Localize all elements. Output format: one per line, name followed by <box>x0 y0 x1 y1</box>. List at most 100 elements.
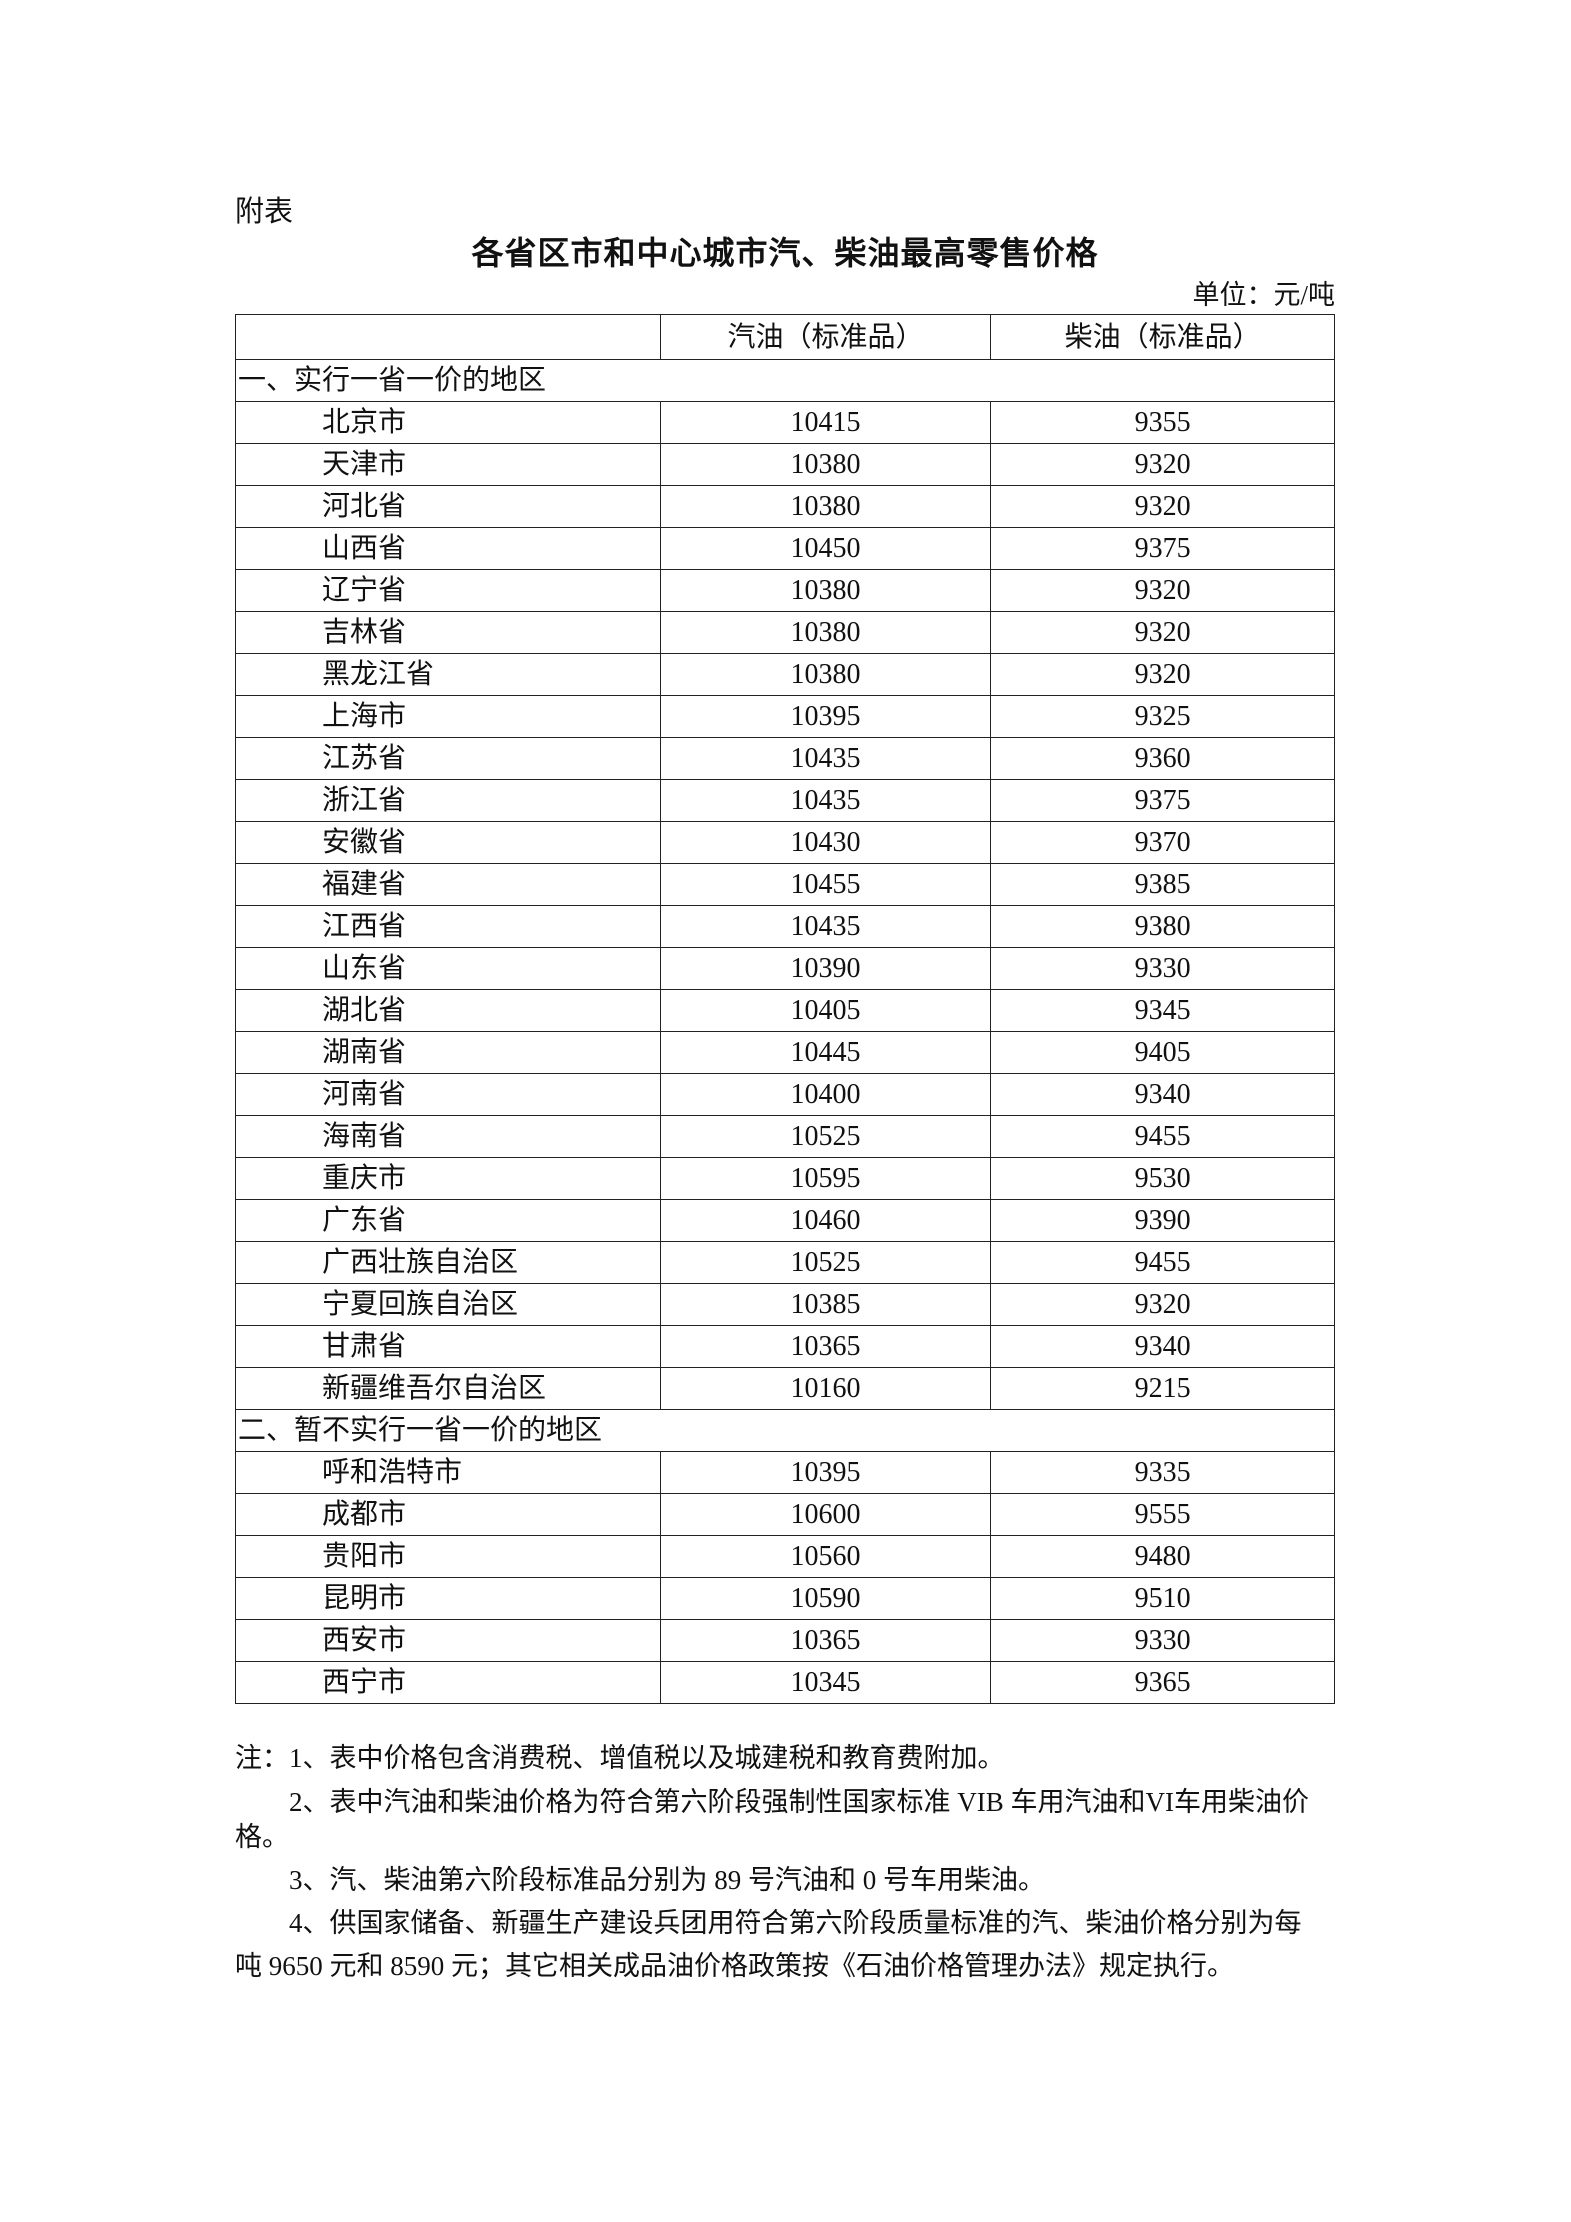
table-row: 江西省 10435 9380 <box>235 905 1335 948</box>
diesel-price: 9320 <box>990 611 1335 654</box>
diesel-price: 9370 <box>990 821 1335 864</box>
section-label: 一、实行一省一价的地区 <box>235 359 1335 402</box>
region-name: 河北省 <box>235 485 661 528</box>
region-name: 海南省 <box>235 1115 661 1158</box>
region-name: 甘肃省 <box>235 1325 661 1368</box>
gasoline-price: 10460 <box>659 1199 992 1242</box>
region-name: 湖南省 <box>235 1031 661 1074</box>
table-row: 西安市 10365 9330 <box>235 1619 1335 1662</box>
table-row: 广西壮族自治区 10525 9455 <box>235 1241 1335 1284</box>
region-name: 辽宁省 <box>235 569 661 612</box>
region-name: 安徽省 <box>235 821 661 864</box>
diesel-price: 9375 <box>990 779 1335 822</box>
gasoline-price: 10435 <box>659 779 992 822</box>
table-row: 河南省 10400 9340 <box>235 1073 1335 1116</box>
table-row: 山西省 10450 9375 <box>235 527 1335 570</box>
table-row: 新疆维吾尔自治区 10160 9215 <box>235 1367 1335 1410</box>
diesel-price: 9340 <box>990 1073 1335 1116</box>
region-name: 广东省 <box>235 1199 661 1242</box>
table-row: 湖北省 10405 9345 <box>235 989 1335 1032</box>
gasoline-price: 10435 <box>659 905 992 948</box>
region-name: 贵阳市 <box>235 1535 661 1578</box>
note-1: 注：1、表中价格包含消费税、增值税以及城建税和教育费附加。 <box>235 1743 1005 1773</box>
table-row: 上海市 10395 9325 <box>235 695 1335 738</box>
region-name: 昆明市 <box>235 1577 661 1620</box>
gasoline-price: 10380 <box>659 485 992 528</box>
table-row: 辽宁省 10380 9320 <box>235 569 1335 612</box>
section-row: 一、实行一省一价的地区 <box>235 359 1335 402</box>
gasoline-price: 10345 <box>659 1661 992 1704</box>
section-label: 二、暂不实行一省一价的地区 <box>235 1409 1335 1452</box>
table-row: 安徽省 10430 9370 <box>235 821 1335 864</box>
note-2-cont: 格。 <box>235 1822 289 1852</box>
diesel-price: 9530 <box>990 1157 1335 1200</box>
diesel-price: 9455 <box>990 1241 1335 1284</box>
note-4: 4、供国家储备、新疆生产建设兵团用符合第六阶段质量标准的汽、柴油价格分别为每 <box>289 1908 1302 1938</box>
diesel-price: 9340 <box>990 1325 1335 1368</box>
region-name: 山东省 <box>235 947 661 990</box>
gasoline-price: 10430 <box>659 821 992 864</box>
gasoline-price: 10405 <box>659 989 992 1032</box>
diesel-price: 9375 <box>990 527 1335 570</box>
diesel-price: 9320 <box>990 569 1335 612</box>
table-row: 吉林省 10380 9320 <box>235 611 1335 654</box>
gasoline-price: 10455 <box>659 863 992 906</box>
gasoline-price: 10590 <box>659 1577 992 1620</box>
diesel-price: 9355 <box>990 401 1335 444</box>
diesel-price: 9320 <box>990 653 1335 696</box>
region-name: 天津市 <box>235 443 661 486</box>
table-row: 重庆市 10595 9530 <box>235 1157 1335 1200</box>
table-row: 海南省 10525 9455 <box>235 1115 1335 1158</box>
diesel-price: 9510 <box>990 1577 1335 1620</box>
header-gasoline: 汽油（标准品） <box>659 314 992 360</box>
diesel-price: 9330 <box>990 947 1335 990</box>
note-2: 2、表中汽油和柴油价格为符合第六阶段强制性国家标准 VIB 车用汽油和VI车用柴… <box>289 1787 1309 1817</box>
diesel-price: 9385 <box>990 863 1335 906</box>
diesel-price: 9325 <box>990 695 1335 738</box>
diesel-price: 9345 <box>990 989 1335 1032</box>
gasoline-price: 10380 <box>659 611 992 654</box>
note-4-cont: 吨 9650 元和 8590 元；其它相关成品油价格政策按《石油价格管理办法》规… <box>235 1951 1234 1981</box>
region-name: 浙江省 <box>235 779 661 822</box>
table-row: 湖南省 10445 9405 <box>235 1031 1335 1074</box>
region-name: 湖北省 <box>235 989 661 1032</box>
diesel-price: 9365 <box>990 1661 1335 1704</box>
table-row: 成都市 10600 9555 <box>235 1493 1335 1536</box>
region-name: 上海市 <box>235 695 661 738</box>
gasoline-price: 10365 <box>659 1325 992 1368</box>
diesel-price: 9455 <box>990 1115 1335 1158</box>
table-row: 天津市 10380 9320 <box>235 443 1335 486</box>
gasoline-price: 10560 <box>659 1535 992 1578</box>
gasoline-price: 10380 <box>659 443 992 486</box>
diesel-price: 9480 <box>990 1535 1335 1578</box>
region-name: 江西省 <box>235 905 661 948</box>
region-name: 北京市 <box>235 401 661 444</box>
gasoline-price: 10445 <box>659 1031 992 1074</box>
table-header-row: 汽油（标准品） 柴油（标准品） <box>235 314 1335 360</box>
diesel-price: 9215 <box>990 1367 1335 1410</box>
table-row: 黑龙江省 10380 9320 <box>235 653 1335 696</box>
gasoline-price: 10160 <box>659 1367 992 1410</box>
gasoline-price: 10435 <box>659 737 992 780</box>
region-name: 宁夏回族自治区 <box>235 1283 661 1326</box>
notes: 注：1、表中价格包含消费税、增值税以及城建税和教育费附加。 2、表中汽油和柴油价… <box>235 1737 1345 1988</box>
table-row: 广东省 10460 9390 <box>235 1199 1335 1242</box>
header-region <box>235 314 661 360</box>
table-row: 宁夏回族自治区 10385 9320 <box>235 1283 1335 1326</box>
gasoline-price: 10395 <box>659 695 992 738</box>
region-name: 成都市 <box>235 1493 661 1536</box>
page-title: 各省区市和中心城市汽、柴油最高零售价格 <box>471 234 1099 272</box>
gasoline-price: 10595 <box>659 1157 992 1200</box>
table-row: 贵阳市 10560 9480 <box>235 1535 1335 1578</box>
table-row: 北京市 10415 9355 <box>235 401 1335 444</box>
diesel-price: 9380 <box>990 905 1335 948</box>
gasoline-price: 10390 <box>659 947 992 990</box>
diesel-price: 9555 <box>990 1493 1335 1536</box>
gasoline-price: 10415 <box>659 401 992 444</box>
table-row: 呼和浩特市 10395 9335 <box>235 1451 1335 1494</box>
table-row: 西宁市 10345 9365 <box>235 1661 1335 1704</box>
region-name: 江苏省 <box>235 737 661 780</box>
note-3: 3、汽、柴油第六阶段标准品分别为 89 号汽油和 0 号车用柴油。 <box>289 1865 1045 1895</box>
gasoline-price: 10365 <box>659 1619 992 1662</box>
table-row: 福建省 10455 9385 <box>235 863 1335 906</box>
